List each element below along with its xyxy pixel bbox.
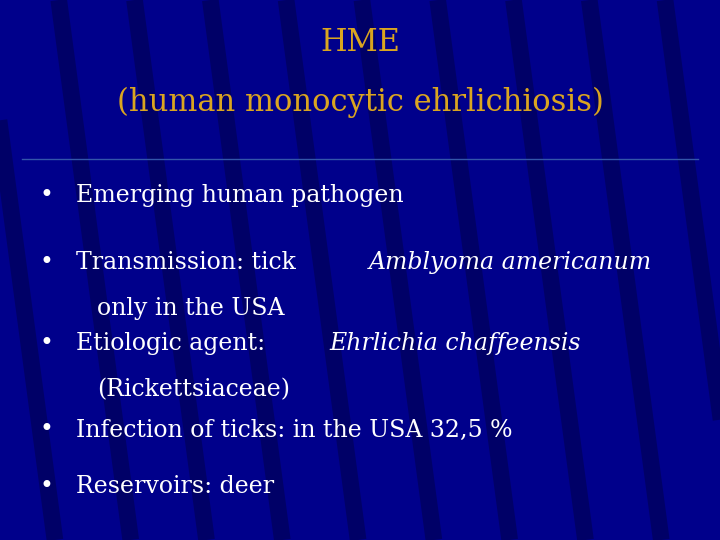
Text: Emerging human pathogen: Emerging human pathogen [76, 184, 403, 207]
Text: •: • [40, 184, 53, 207]
Text: (human monocytic ehrlichiosis): (human monocytic ehrlichiosis) [117, 86, 603, 118]
Text: •: • [40, 251, 53, 274]
Text: (Rickettsiaceae): (Rickettsiaceae) [97, 378, 290, 401]
Text: Amblyoma americanum: Amblyoma americanum [369, 251, 652, 274]
Text: only in the USA: only in the USA [97, 297, 284, 320]
Text: HME: HME [320, 27, 400, 58]
Text: •: • [40, 418, 53, 442]
Text: Transmission: tick: Transmission: tick [76, 251, 303, 274]
Text: Infection of ticks: in the USA 32,5 %: Infection of ticks: in the USA 32,5 % [76, 418, 512, 442]
Text: Reservoirs: deer: Reservoirs: deer [76, 475, 274, 498]
Text: Etiologic agent:: Etiologic agent: [76, 332, 272, 355]
Text: •: • [40, 332, 53, 355]
Text: •: • [40, 475, 53, 498]
Text: Ehrlichia chaffeensis: Ehrlichia chaffeensis [329, 332, 581, 355]
